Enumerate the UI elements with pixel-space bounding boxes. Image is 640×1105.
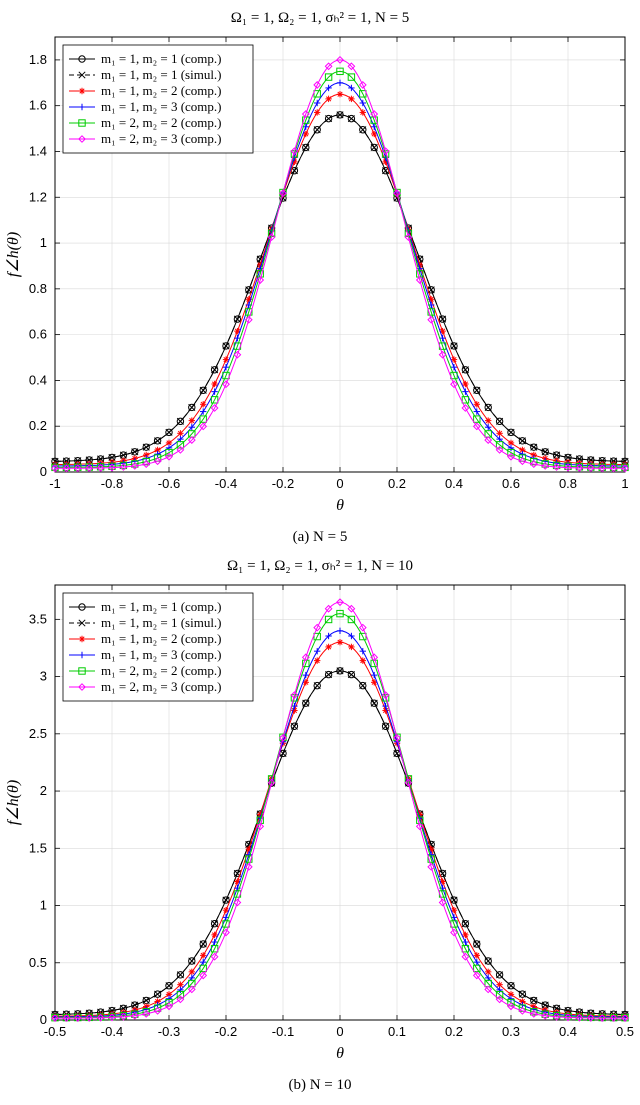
svg-text:0.8: 0.8 [29, 281, 47, 296]
panel-b-caption: (b) N = 10 [0, 1077, 640, 1094]
svg-text:m₁ = 2, m₂ = 2 (comp.): m₁ = 2, m₂ = 2 (comp.) [101, 663, 222, 678]
svg-text:-0.2: -0.2 [215, 1024, 237, 1039]
svg-text:f∠h(θ): f∠h(θ) [5, 780, 22, 825]
panel-a: Ω₁ = 1, Ω₂ = 1, σₕ² = 1, N = 5 -1 -0.8 -0.… [0, 8, 640, 546]
svg-text:m₁ = 1, m₂ = 1 (simul.): m₁ = 1, m₂ = 1 (simul.) [101, 615, 222, 630]
panel-b: Ω₁ = 1, Ω₂ = 1, σₕ² = 1, N = 10 -0.5 -0.4… [0, 556, 640, 1094]
svg-text:1: 1 [621, 476, 628, 491]
svg-text:1: 1 [40, 235, 47, 250]
svg-text:1.8: 1.8 [29, 52, 47, 67]
chart-b: -0.5 -0.4 -0.3 -0.2 -0.1 0 0.1 0.2 0.3 0.4 0.5 0 0.5… [0, 575, 640, 1075]
svg-text:-0.4: -0.4 [101, 1024, 123, 1039]
svg-text:0: 0 [336, 476, 343, 491]
svg-text:m₁ = 2, m₂ = 2 (comp.): m₁ = 2, m₂ = 2 (comp.) [101, 115, 222, 130]
panel-b-title: Ω₁ = 1, Ω₂ = 1, σₕ² = 1, N = 10 [0, 556, 640, 575]
svg-text:0.4: 0.4 [29, 372, 47, 387]
svg-text:0.1: 0.1 [388, 1024, 406, 1039]
svg-text:m₁ = 1, m₂ = 1 (comp.): m₁ = 1, m₂ = 1 (comp.) [101, 51, 222, 66]
svg-text:0: 0 [40, 464, 47, 479]
svg-text:2.5: 2.5 [29, 726, 47, 741]
svg-text:3: 3 [40, 669, 47, 684]
svg-text:m₁ = 1, m₂ = 1 (comp.): m₁ = 1, m₂ = 1 (comp.) [101, 599, 222, 614]
svg-text:1: 1 [40, 898, 47, 913]
svg-text:m₁ = 1, m₂ = 3 (comp.): m₁ = 1, m₂ = 3 (comp.) [101, 99, 222, 114]
svg-text:-0.8: -0.8 [101, 476, 123, 491]
svg-text:-0.6: -0.6 [158, 476, 180, 491]
svg-text:3.5: 3.5 [29, 611, 47, 626]
svg-text:m₁ = 1, m₂ = 1 (simul.): m₁ = 1, m₂ = 1 (simul.) [101, 67, 222, 82]
svg-text:1.6: 1.6 [29, 98, 47, 113]
svg-text:m₁ = 2, m₂ = 3 (comp.): m₁ = 2, m₂ = 3 (comp.) [101, 131, 222, 146]
svg-text:0.4: 0.4 [559, 1024, 577, 1039]
svg-text:0.6: 0.6 [29, 327, 47, 342]
svg-text:θ: θ [336, 1045, 344, 1062]
svg-text:m₁ = 1, m₂ = 2 (comp.): m₁ = 1, m₂ = 2 (comp.) [101, 631, 222, 646]
svg-text:-0.5: -0.5 [44, 1024, 66, 1039]
chart-a: -1 -0.8 -0.6 -0.4 -0.2 0 0.2 0.4 0.6 0.8 1 0 0.2 0.4 0… [0, 27, 640, 527]
panel-a-caption: (a) N = 5 [0, 529, 640, 546]
svg-text:0: 0 [336, 1024, 343, 1039]
figure-container: Ω₁ = 1, Ω₂ = 1, σₕ² = 1, N = 5 -1 -0.8 -0.… [0, 8, 640, 1094]
svg-text:0.8: 0.8 [559, 476, 577, 491]
svg-text:0: 0 [40, 1012, 47, 1027]
svg-text:m₁ = 1, m₂ = 2 (comp.): m₁ = 1, m₂ = 2 (comp.) [101, 83, 222, 98]
svg-text:0.2: 0.2 [445, 1024, 463, 1039]
svg-text:-0.4: -0.4 [215, 476, 237, 491]
svg-text:m₁ = 2, m₂ = 3 (comp.): m₁ = 2, m₂ = 3 (comp.) [101, 679, 222, 694]
svg-text:1.4: 1.4 [29, 143, 47, 158]
svg-text:1.2: 1.2 [29, 189, 47, 204]
panel-a-title: Ω₁ = 1, Ω₂ = 1, σₕ² = 1, N = 5 [0, 8, 640, 27]
svg-text:1.5: 1.5 [29, 840, 47, 855]
svg-text:θ: θ [336, 497, 344, 514]
svg-text:m₁ = 1, m₂ = 3 (comp.): m₁ = 1, m₂ = 3 (comp.) [101, 647, 222, 662]
svg-text:2: 2 [40, 783, 47, 798]
svg-text:0.3: 0.3 [502, 1024, 520, 1039]
svg-text:0.5: 0.5 [616, 1024, 634, 1039]
svg-text:0.2: 0.2 [29, 418, 47, 433]
svg-text:0.4: 0.4 [445, 476, 463, 491]
svg-text:0.5: 0.5 [29, 955, 47, 970]
svg-text:-0.3: -0.3 [158, 1024, 180, 1039]
svg-text:f∠h(θ): f∠h(θ) [5, 232, 22, 277]
svg-text:-1: -1 [49, 476, 61, 491]
svg-text:-0.2: -0.2 [272, 476, 294, 491]
svg-text:-0.1: -0.1 [272, 1024, 294, 1039]
svg-text:0.2: 0.2 [388, 476, 406, 491]
svg-text:0.6: 0.6 [502, 476, 520, 491]
